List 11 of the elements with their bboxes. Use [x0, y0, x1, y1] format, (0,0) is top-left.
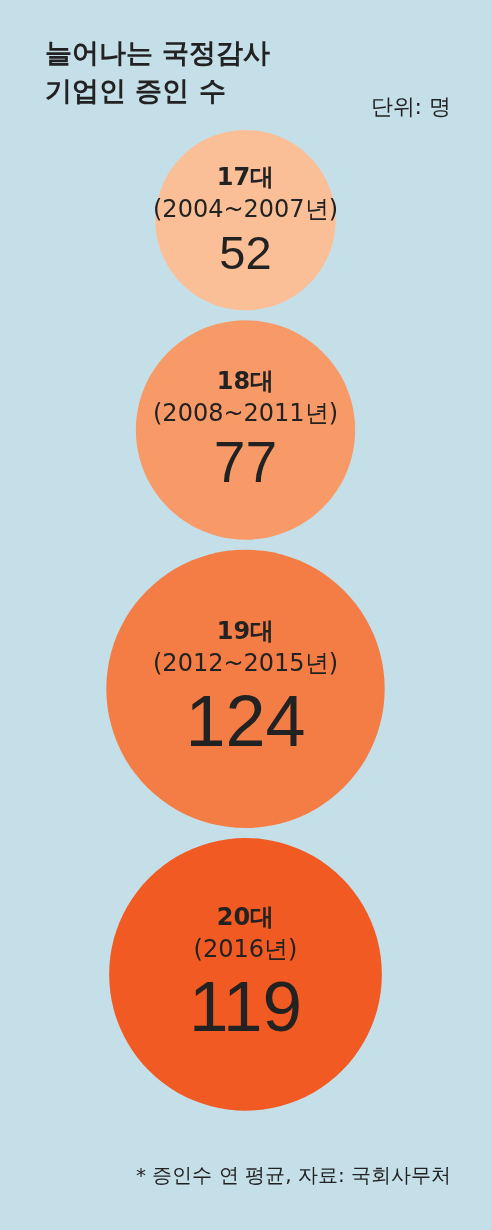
category-label: 18대 (2008~2011년) [153, 366, 338, 427]
data-label: 52 [219, 225, 272, 279]
data-label: 124 [185, 680, 306, 761]
category-label: 19대 (2012~2015년) [153, 616, 338, 677]
text: 단위: 명 [370, 93, 451, 119]
text: * 증인수 연 평균, 자료: 국회사무처 [136, 1163, 452, 1187]
data-label: 119 [188, 966, 303, 1046]
category-label: 17대 (2004~2007년) [153, 163, 338, 224]
text: 늘어나는 국정감사 기업인 증인 수 [45, 36, 280, 106]
data-label: 77 [213, 429, 278, 494]
category-label: 20대 (2016년) [193, 903, 298, 964]
